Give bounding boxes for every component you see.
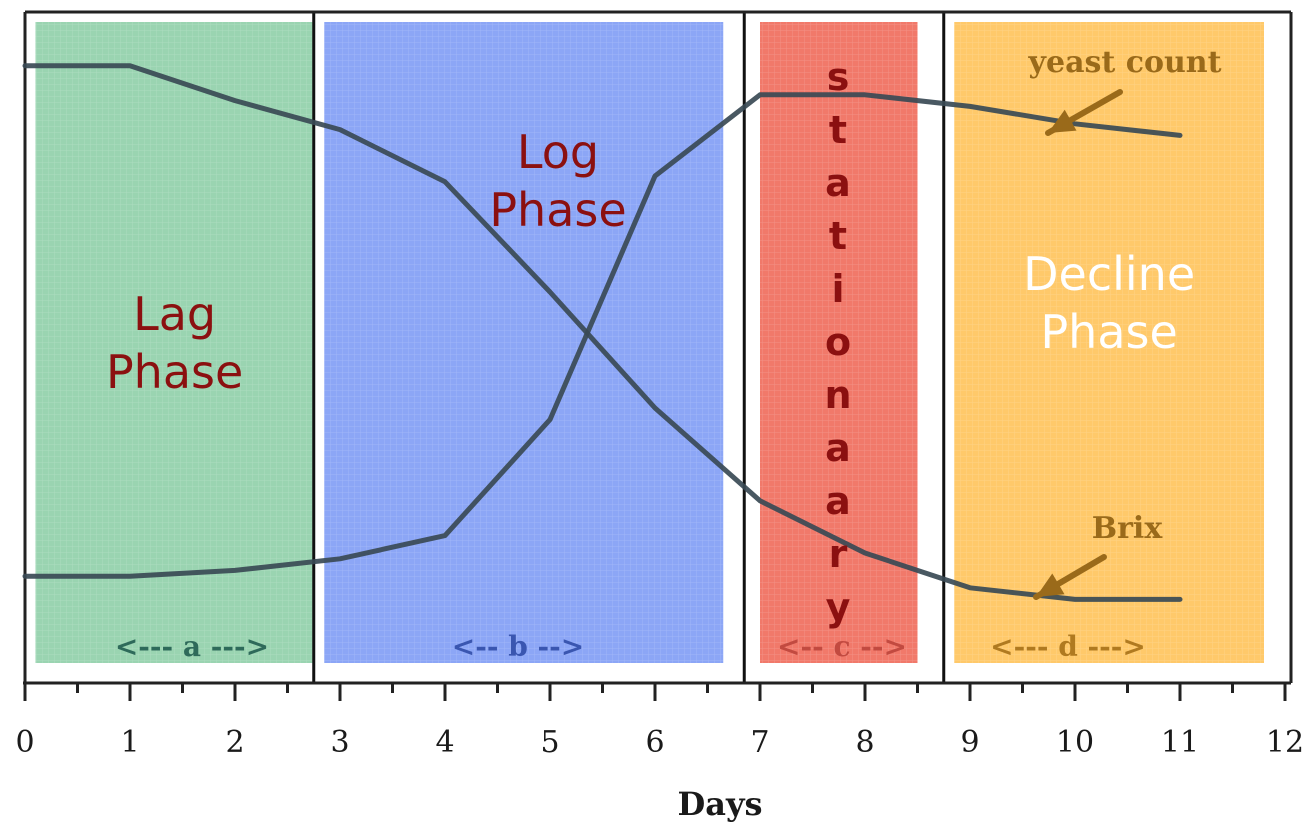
- plot-frame: [23, 10, 1293, 683]
- phase-label-d: Decline: [1023, 247, 1195, 301]
- x-tick-label: 11: [1161, 725, 1199, 760]
- band-texture: [35, 22, 1264, 663]
- x-tick-label: 9: [960, 725, 979, 760]
- series-line-1: [22, 92, 1183, 579]
- series-line-2: [22, 63, 1183, 602]
- phase-label-b: Phase: [489, 183, 626, 237]
- annotations: yeast count Brix: [1028, 45, 1222, 600]
- band-texture-b: [324, 22, 724, 663]
- stationary-label-letter: n: [824, 373, 851, 417]
- range-label-b: <-- b -->: [452, 630, 584, 663]
- x-tick-label: 2: [225, 725, 244, 760]
- stationary-label-letter: a: [825, 479, 851, 523]
- range-label-c: <-- c -->: [777, 630, 907, 663]
- stationary-label-letter: a: [825, 161, 851, 205]
- x-tick-label: 6: [645, 725, 664, 760]
- brix-label: Brix: [1092, 511, 1164, 546]
- band-texture-a: [35, 22, 314, 663]
- phase-label-b: Log: [517, 125, 599, 179]
- stationary-label-letter: t: [829, 214, 847, 258]
- yeast-count-arrow-head: [1048, 109, 1077, 133]
- stationary-label-letter: r: [829, 532, 848, 576]
- stationary-label-letter: a: [825, 426, 851, 470]
- x-tick-label: 0: [15, 725, 34, 760]
- stationary-label-letter: y: [826, 585, 851, 629]
- x-tick-label: 4: [435, 725, 454, 760]
- x-axis: 0 1 2 3 4 5 6 7 8 9 10 11 12: [15, 681, 1304, 760]
- stationary-label-letter: o: [825, 320, 851, 364]
- x-tick-label: 5: [540, 725, 559, 760]
- x-tick-label: 3: [330, 725, 349, 760]
- phase-label-a: Phase: [106, 345, 243, 399]
- x-axis-title: Days: [677, 785, 762, 823]
- x-tick-label: 1: [120, 725, 139, 760]
- range-label-d: <--- d --->: [990, 630, 1146, 663]
- stationary-label-letter: s: [827, 55, 850, 99]
- x-tick-label: 7: [750, 725, 769, 760]
- brix-arrow-head: [1036, 573, 1065, 597]
- band-texture-c: [760, 22, 918, 663]
- stationary-label-letter: t: [829, 108, 847, 152]
- series-lines: [22, 63, 1183, 602]
- x-tick-label: 12: [1266, 725, 1304, 760]
- range-label-a: <--- a --->: [115, 630, 269, 663]
- yeast-count-label: yeast count: [1028, 45, 1222, 80]
- stationary-label-letter: i: [831, 267, 844, 311]
- phase-label-a: Lag: [133, 287, 216, 341]
- x-tick-label: 10: [1056, 725, 1094, 760]
- x-tick-label: 8: [855, 725, 874, 760]
- phase-label-d: Phase: [1040, 305, 1177, 359]
